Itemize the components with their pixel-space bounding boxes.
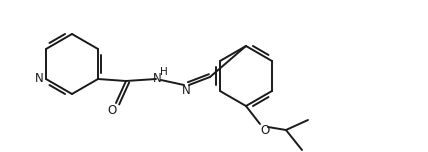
Text: N: N xyxy=(153,71,161,85)
Text: H: H xyxy=(160,67,168,77)
Text: N: N xyxy=(35,73,43,85)
Text: N: N xyxy=(181,83,190,97)
Text: O: O xyxy=(107,104,116,116)
Text: O: O xyxy=(260,123,270,136)
